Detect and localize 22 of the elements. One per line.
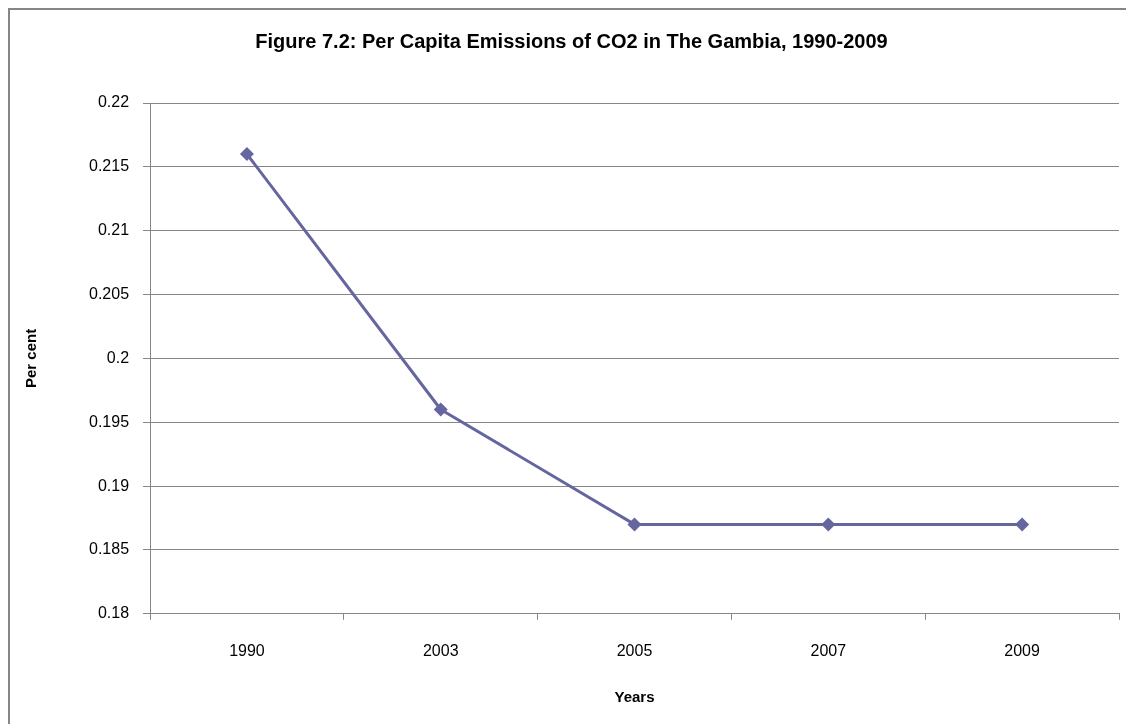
point xyxy=(433,402,448,417)
point xyxy=(1015,517,1030,532)
y-tick-label: 0.205 xyxy=(88,284,130,302)
y-tick-label: 0.22 xyxy=(97,93,130,111)
y-tick-label: 0.2 xyxy=(106,348,130,366)
y-tick-label: 0.21 xyxy=(97,221,130,239)
y-tick-label: 0.19 xyxy=(97,476,130,494)
point xyxy=(627,517,642,532)
x-tick-label: 2007 xyxy=(810,641,847,659)
x-axis-title: Years xyxy=(614,688,655,706)
y-tick-label: 0.195 xyxy=(88,412,130,430)
y-axis-title: Per cent xyxy=(22,328,40,388)
y-tick-label: 0.18 xyxy=(97,604,130,622)
chart-title: Figure 7.2: Per Capita Emissions of CO2 in The Gambia, 1990-2009 xyxy=(255,29,888,52)
x-tick-label: 2003 xyxy=(422,641,459,659)
x-tick-label: 2009 xyxy=(1004,641,1040,659)
point xyxy=(239,147,254,162)
x-tick-label: 1990 xyxy=(229,641,265,659)
x-tick-label: 2005 xyxy=(616,641,653,659)
y-tick-label: 0.215 xyxy=(88,157,130,175)
point xyxy=(821,517,836,532)
y-tick-label: 0.185 xyxy=(88,540,130,558)
